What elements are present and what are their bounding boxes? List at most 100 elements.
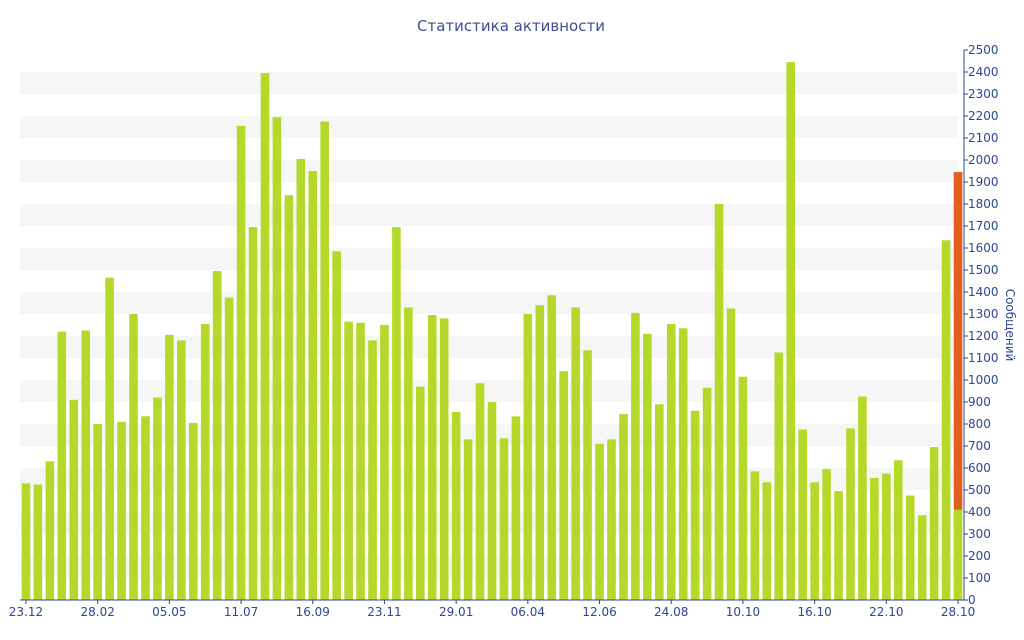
bar[interactable] [523,314,533,600]
y-tick-label: 900 [968,395,991,409]
x-tick-label: 23.12 [9,605,43,619]
bar[interactable] [846,428,855,600]
y-tick-label: 200 [968,549,991,563]
bar[interactable] [607,439,616,600]
bar[interactable] [631,312,640,600]
bar[interactable] [21,483,31,600]
bar[interactable] [834,491,843,600]
bar[interactable] [165,334,174,600]
bar[interactable] [416,386,425,600]
bar[interactable] [356,322,365,600]
bar[interactable] [141,416,150,600]
bar[interactable] [619,414,628,600]
bar[interactable] [332,251,341,601]
bar[interactable] [882,473,891,601]
bar[interactable] [798,429,807,601]
y-tick-label: 1600 [968,241,999,255]
bar[interactable] [463,439,473,600]
bar[interactable] [929,447,939,600]
bar[interactable] [224,297,234,601]
y-tick-label: 1000 [968,373,999,387]
bar[interactable] [643,333,652,600]
y-tick-label: 1700 [968,219,999,233]
y-tick-label: 2400 [968,65,999,79]
bar[interactable] [392,227,401,600]
bar[interactable] [284,195,294,600]
bar[interactable] [81,330,91,601]
y-tick-label: 500 [968,483,991,497]
y-tick-label: 1900 [968,175,999,189]
bar[interactable] [547,295,557,600]
bar[interactable] [726,308,736,601]
x-tick-label: 16.10 [797,605,831,619]
bar[interactable] [571,307,580,600]
y-tick-label: 2300 [968,87,999,101]
bar[interactable] [93,424,102,600]
bar[interactable] [870,477,879,600]
x-tick-label: 24.08 [654,605,688,619]
bar[interactable] [33,484,43,601]
bar[interactable] [177,340,186,600]
y-tick-label: 1500 [968,263,999,277]
bar[interactable] [941,240,951,601]
bar[interactable] [953,509,963,600]
bar[interactable] [738,376,748,600]
bar[interactable] [559,371,568,600]
bar[interactable] [368,340,377,600]
bar[interactable] [678,328,688,600]
bar[interactable] [212,271,222,600]
bar[interactable] [786,62,796,601]
bar[interactable] [893,460,903,600]
bar[interactable] [654,404,664,600]
bar[interactable] [762,482,772,600]
bar[interactable] [69,399,79,600]
y-tick-label: 1100 [968,351,999,365]
bar[interactable] [690,410,700,600]
y-tick-label: 1300 [968,307,999,321]
bar[interactable] [57,331,67,600]
bar[interactable] [153,397,162,600]
bar[interactable] [344,321,353,600]
bar[interactable] [105,277,114,600]
bar[interactable] [511,416,521,600]
bar[interactable] [535,305,545,600]
bar[interactable] [774,352,784,601]
bar[interactable] [236,125,246,601]
bar[interactable] [487,402,497,600]
bar[interactable] [129,314,138,600]
bar[interactable] [810,482,819,600]
bar[interactable] [702,387,712,600]
bar[interactable] [822,469,831,600]
x-tick-label: 10.10 [726,605,760,619]
y-tick-label: 100 [968,571,991,585]
bar[interactable] [714,204,724,600]
bar[interactable] [917,515,927,600]
bar[interactable] [439,318,449,600]
bar[interactable] [272,117,282,600]
bar[interactable] [475,383,485,600]
bar[interactable] [200,323,210,600]
bar[interactable] [595,443,604,600]
bar-segment-highlight[interactable] [953,172,963,510]
bar[interactable] [45,461,55,600]
bar[interactable] [451,411,461,600]
bar[interactable] [750,471,760,600]
bar[interactable] [404,307,413,600]
bar[interactable] [308,171,318,600]
bar[interactable] [905,495,915,601]
bar[interactable] [427,315,437,600]
bar[interactable] [260,73,270,601]
bar[interactable] [117,421,126,600]
y-tick-label: 300 [968,527,991,541]
bar[interactable] [583,350,592,600]
y-tick-label: 1200 [968,329,999,343]
bar[interactable] [858,396,867,601]
bar[interactable] [380,325,389,600]
bar[interactable] [499,438,509,600]
bar[interactable] [248,227,258,600]
y-tick-label: 1800 [968,197,999,211]
bar[interactable] [188,422,198,600]
bar[interactable] [666,323,676,600]
bar[interactable] [320,121,330,601]
bar[interactable] [296,158,306,600]
